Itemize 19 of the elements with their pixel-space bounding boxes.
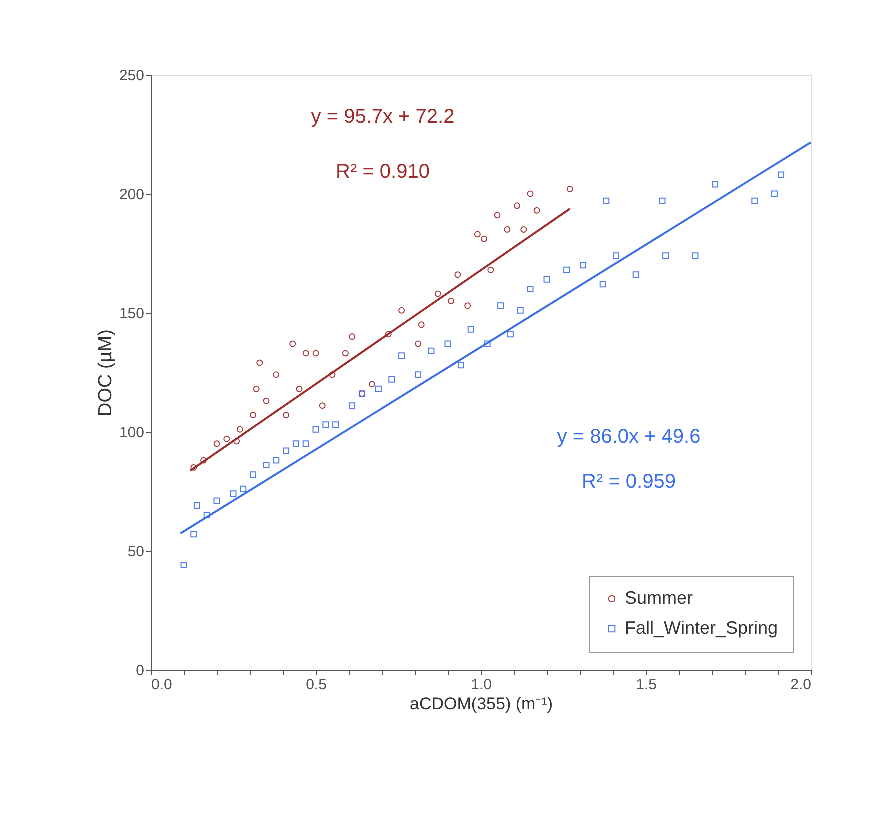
y-tick-label: 150 <box>119 306 144 322</box>
y-axis-title: DOC (µM) <box>95 330 116 416</box>
x-axis-title: aCDOM(355) (m⁻¹) <box>410 694 553 714</box>
annotation: y = 95.7x + 72.2 <box>311 106 455 128</box>
x-tick-label: 0.5 <box>306 676 327 694</box>
annotation: y = 86.0x + 49.6 <box>557 426 701 448</box>
x-tick-label: 1.5 <box>636 676 657 694</box>
y-tick-label: 100 <box>119 424 144 442</box>
y-tick-label: 50 <box>128 544 144 560</box>
x-tick-label: 2.0 <box>790 676 812 694</box>
x-tick-label: 0.0 <box>152 676 172 694</box>
y-tick-label: 250 <box>119 68 144 84</box>
x-tick-label: 1.0 <box>471 676 492 694</box>
y-tick-label: 0 <box>136 662 144 680</box>
legend-label: Fall_Winter_Spring <box>625 618 778 638</box>
y-tick-label: 200 <box>119 186 144 204</box>
legend-label: Summer <box>625 588 694 608</box>
annotation: R² = 0.910 <box>336 161 430 183</box>
annotation: R² = 0.959 <box>582 471 676 493</box>
